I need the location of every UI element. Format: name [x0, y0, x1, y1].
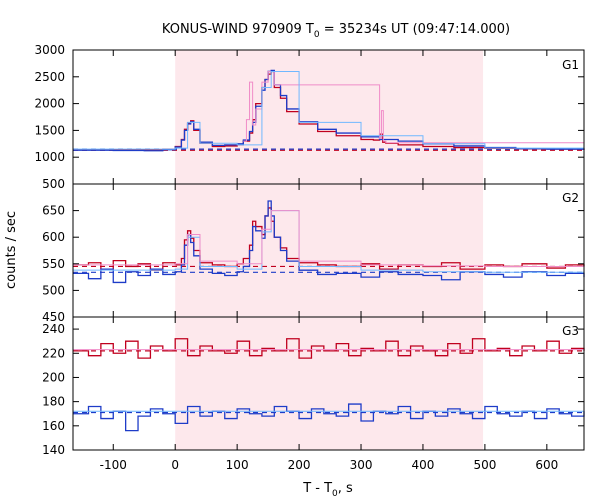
- panel-g2-yaxis: 450 500 550 600 650: [42, 204, 584, 324]
- panel-g2-ytick-label: 650: [42, 204, 65, 218]
- panel-g1-ytick-label: 3000: [34, 43, 65, 57]
- panel-g1-ytick-label: 1000: [34, 150, 65, 164]
- panel-g1-ytick-label: 500: [42, 177, 65, 191]
- panel-g1-series-layer: [73, 69, 585, 152]
- x-tick-label: 400: [412, 458, 435, 472]
- panel-g1-series-pink: [243, 70, 584, 144]
- panel-g3-ytick-label: 140: [42, 443, 65, 457]
- panel-g2-series-layer: [73, 200, 585, 284]
- panel-g3-ytick-label: 240: [42, 322, 65, 336]
- x-axis-tick-labels: -100 0 100 200 300 400 500 600: [100, 458, 559, 472]
- panel-g3: 140 160 180 200 220 240 G3: [42, 316, 585, 457]
- panel-g3-yaxis: 140 160 180 200 220 240: [42, 322, 584, 457]
- panel-g3-ytick-label: 200: [42, 370, 65, 384]
- panel-g2-label: G2: [562, 191, 579, 205]
- panel-g3-shaded-interval: [175, 317, 484, 450]
- x-axis-label: T - T0, s: [302, 481, 353, 499]
- panel-g2-shade-layer: [175, 184, 484, 317]
- x-tick-label: 300: [350, 458, 373, 472]
- panel-g3-xticks: [112, 317, 548, 450]
- panel-g1-shade-layer: [175, 50, 484, 184]
- panel-g3-frame: [72, 316, 585, 451]
- panel-g2-series-pink: [73, 210, 584, 267]
- panel-g3-series-layer: [73, 338, 585, 432]
- x-axis-label-suffix: , s: [338, 481, 353, 496]
- panel-g1: 500 1000 1500 2000 2500 3000 G1: [34, 43, 585, 191]
- panel-g3-label: G3: [562, 324, 579, 338]
- panel-g2-ytick-label: 600: [42, 230, 65, 244]
- panel-g3-ytick-label: 220: [42, 346, 65, 360]
- chart-title-prefix: KONUS-WIND 970909 T: [162, 22, 314, 37]
- panel-g2-ytick-label: 450: [42, 310, 65, 324]
- panel-g2-xticks: [112, 184, 548, 317]
- x-tick-label: 600: [535, 458, 558, 472]
- chart-title: KONUS-WIND 970909 T0 = 35234s UT (09:47:…: [162, 22, 510, 40]
- panel-g3-ytick-label: 160: [42, 419, 65, 433]
- panel-g1-label: G1: [562, 58, 579, 72]
- x-tick-label: 0: [171, 458, 179, 472]
- x-axis-label-prefix: T - T: [302, 481, 332, 496]
- panel-g2-series-red: [73, 207, 585, 271]
- panel-g3-ytick-label: 180: [42, 395, 65, 409]
- y-axis-label: counts / sec: [4, 211, 19, 289]
- panel-g1-series-light_blue: [73, 70, 585, 150]
- panel-g1-ytick-label: 1500: [34, 123, 65, 137]
- panel-g2-ytick-label: 500: [42, 283, 65, 297]
- panel-g1-xticks: [112, 50, 548, 184]
- x-tick-label: 200: [288, 458, 311, 472]
- x-tick-label: -100: [100, 458, 127, 472]
- panel-g1-ytick-label: 2500: [34, 70, 65, 84]
- x-tick-label: 500: [473, 458, 496, 472]
- panel-g3-series-blue: [73, 403, 585, 432]
- panel-g1-ytick-label: 2000: [34, 97, 65, 111]
- panel-g2: 450 500 550 600 650 G2: [42, 183, 585, 324]
- panel-g1-yaxis: 500 1000 1500 2000 2500 3000: [34, 43, 584, 191]
- x-tick-label: 100: [226, 458, 249, 472]
- x-axis-label-subscript: 0: [332, 489, 338, 499]
- panel-g2-ytick-label: 550: [42, 257, 65, 271]
- panel-g2-shaded-interval: [175, 184, 484, 317]
- panel-g1-shaded-interval: [175, 50, 484, 184]
- chart-title-subscript: 0: [314, 30, 320, 40]
- panel-g3-shade-layer: [175, 317, 484, 450]
- chart-title-suffix: = 35234s UT (09:47:14.000): [320, 22, 510, 37]
